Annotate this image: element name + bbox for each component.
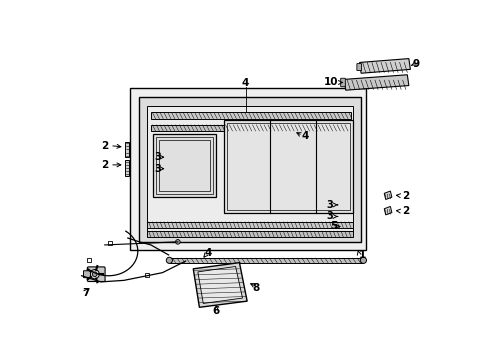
Polygon shape [125, 160, 129, 176]
Bar [108, 242, 112, 245]
Text: 2: 2 [101, 160, 108, 170]
Polygon shape [153, 134, 216, 197]
Text: 3: 3 [154, 164, 161, 174]
Text: 6: 6 [212, 306, 220, 316]
Circle shape [360, 257, 366, 264]
Text: 10: 10 [323, 77, 337, 87]
Text: 2: 2 [401, 191, 408, 201]
Text: 3: 3 [326, 211, 333, 221]
FancyBboxPatch shape [83, 271, 90, 278]
Polygon shape [151, 125, 346, 131]
Text: 4: 4 [242, 78, 249, 88]
Bar [145, 273, 149, 277]
Polygon shape [384, 191, 391, 199]
Circle shape [175, 239, 180, 244]
Polygon shape [359, 59, 409, 73]
Polygon shape [170, 258, 362, 263]
Polygon shape [151, 112, 350, 119]
Text: 5: 5 [329, 221, 337, 231]
Polygon shape [384, 206, 391, 215]
Polygon shape [224, 120, 353, 213]
FancyBboxPatch shape [87, 267, 105, 282]
Polygon shape [344, 75, 408, 90]
Text: 3: 3 [326, 200, 333, 210]
FancyBboxPatch shape [340, 78, 345, 87]
Text: 7: 7 [81, 288, 89, 298]
Polygon shape [147, 222, 353, 228]
Polygon shape [139, 97, 360, 242]
Polygon shape [130, 88, 366, 249]
Text: 4: 4 [204, 248, 212, 258]
Text: 2: 2 [401, 206, 408, 216]
Text: 2: 2 [101, 141, 108, 150]
Text: 4: 4 [301, 131, 308, 141]
Text: 8: 8 [252, 283, 260, 293]
Circle shape [92, 272, 97, 276]
Text: 3: 3 [154, 152, 161, 162]
Text: 9: 9 [412, 59, 419, 69]
Bar [87, 258, 91, 262]
Polygon shape [147, 231, 353, 237]
Polygon shape [125, 142, 129, 157]
Polygon shape [198, 266, 242, 303]
Text: 1: 1 [358, 250, 366, 260]
Circle shape [166, 257, 172, 264]
Circle shape [90, 270, 99, 279]
Polygon shape [147, 106, 353, 234]
Polygon shape [193, 263, 246, 307]
FancyBboxPatch shape [356, 64, 361, 71]
